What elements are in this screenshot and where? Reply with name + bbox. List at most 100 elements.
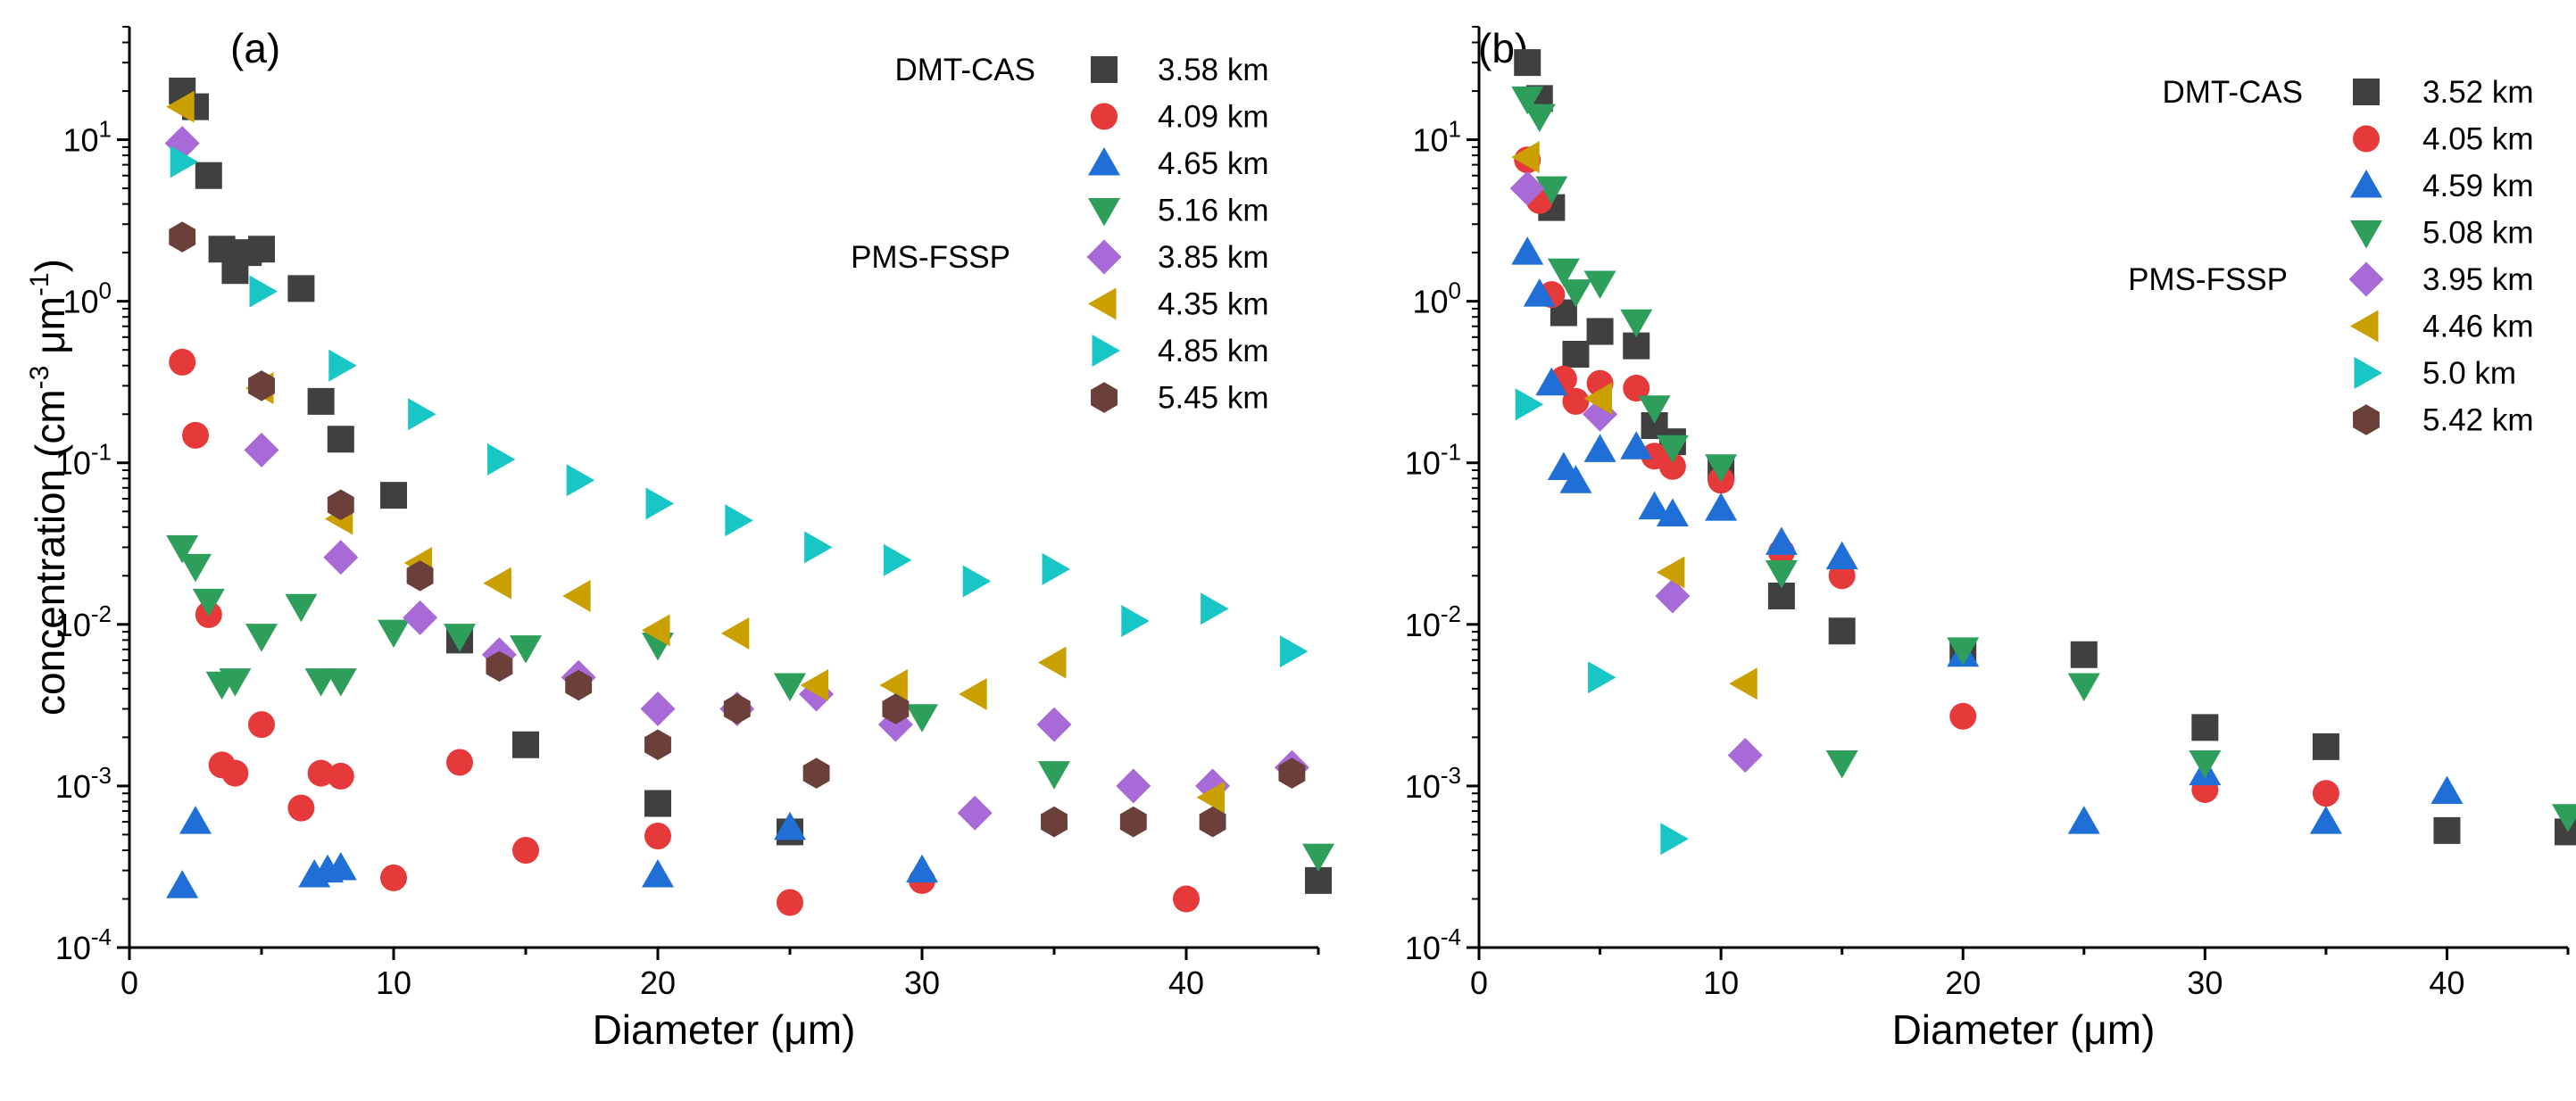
data-point	[1515, 388, 1544, 421]
data-point	[774, 811, 806, 840]
data-point	[244, 432, 279, 468]
x-tick-label: 20	[640, 964, 676, 1001]
data-point	[906, 854, 938, 883]
y-tick-label: 101	[1412, 116, 1461, 159]
data-point	[1765, 559, 1798, 589]
data-point	[1638, 395, 1671, 424]
data-point	[1623, 332, 1650, 360]
data-point	[166, 90, 195, 123]
x-tick-label: 10	[376, 964, 411, 1001]
y-tick-label: 100	[62, 277, 112, 320]
data-point	[882, 693, 910, 724]
data-point	[2067, 806, 2100, 834]
data-point	[1588, 661, 1616, 694]
data-point	[1523, 278, 1556, 307]
data-point	[166, 534, 199, 564]
legend-label: 3.58 km	[1158, 53, 1269, 87]
data-point	[1036, 707, 1072, 742]
series-4.05-km	[1514, 146, 2339, 807]
data-point	[1765, 526, 1798, 555]
data-point	[324, 852, 357, 881]
data-point	[1547, 258, 1580, 287]
data-point	[512, 836, 539, 864]
data-point	[777, 889, 803, 916]
data-point	[1947, 637, 1980, 666]
legend-label: 5.42 km	[2422, 403, 2534, 438]
data-point	[644, 823, 671, 850]
x-tick-label: 0	[120, 964, 138, 1001]
data-point	[879, 669, 908, 702]
legend-label: 3.95 km	[2422, 262, 2534, 297]
data-point	[195, 161, 222, 189]
legend-label: 4.35 km	[1158, 287, 1269, 322]
data-point	[720, 617, 750, 650]
data-point	[512, 731, 539, 758]
series-5.45-km	[169, 221, 1306, 838]
data-point	[378, 619, 410, 649]
y-tick-label: 10-4	[55, 923, 112, 966]
data-point	[2433, 816, 2461, 844]
data-point	[1511, 141, 1540, 174]
data-point	[245, 624, 278, 652]
data-point	[446, 749, 473, 776]
data-point	[307, 759, 335, 787]
x-axis-title: Diameter (μm)	[593, 1006, 856, 1053]
data-point	[2552, 804, 2576, 832]
x-tick-label: 30	[2187, 964, 2223, 1001]
data-point	[1727, 737, 1763, 773]
data-point	[1509, 170, 1545, 206]
y-tick-label: 10-4	[1405, 923, 1461, 966]
legend-marker	[1088, 198, 1120, 227]
legend-label: 3.52 km	[2422, 75, 2534, 110]
data-point	[1658, 452, 1686, 480]
legend-marker	[2350, 170, 2382, 198]
data-point	[2309, 806, 2342, 834]
data-point	[2067, 673, 2100, 702]
series-5.0-km	[1515, 388, 1689, 856]
data-point	[2189, 749, 2222, 779]
series-4.35-km	[166, 90, 1226, 814]
data-point	[380, 864, 407, 891]
data-point	[444, 624, 476, 652]
data-point	[645, 487, 674, 520]
data-point	[403, 600, 438, 635]
legend-marker	[2348, 261, 2384, 297]
data-point	[1656, 498, 1689, 526]
data-point	[2431, 775, 2464, 804]
data-point	[2191, 714, 2219, 741]
data-point	[483, 567, 511, 600]
data-point	[287, 794, 315, 822]
legend-marker	[2350, 220, 2382, 249]
legend-label: 3.85 km	[1158, 240, 1269, 275]
data-point	[1656, 435, 1689, 464]
legend-label: 5.08 km	[2422, 216, 2534, 251]
data-point	[1196, 781, 1226, 814]
data-point	[1278, 757, 1306, 789]
y-tick-label: 101	[62, 116, 112, 159]
data-point	[562, 579, 591, 612]
data-point	[1705, 454, 1738, 483]
data-point	[1562, 341, 1590, 368]
data-point	[1559, 465, 1592, 493]
data-point	[774, 673, 806, 702]
data-point	[219, 668, 252, 697]
legend-marker	[1091, 103, 1118, 130]
series-5.08-km	[1511, 86, 2576, 832]
data-point	[1620, 309, 1653, 338]
data-point	[170, 145, 199, 178]
series-4.65-km	[166, 806, 938, 898]
data-point	[723, 693, 751, 724]
legend-label: 4.09 km	[1158, 100, 1269, 135]
series-4.09-km	[169, 348, 1200, 916]
data-point	[1660, 823, 1689, 856]
legend-marker	[1091, 56, 1118, 83]
legend-marker	[1086, 239, 1122, 275]
data-point	[1514, 49, 1541, 77]
data-point	[1825, 541, 1858, 570]
legend-marker	[1091, 382, 1118, 413]
data-point	[644, 729, 671, 760]
data-point	[1586, 318, 1614, 345]
legend-marker	[2353, 125, 2380, 153]
data-point	[1825, 749, 1858, 779]
